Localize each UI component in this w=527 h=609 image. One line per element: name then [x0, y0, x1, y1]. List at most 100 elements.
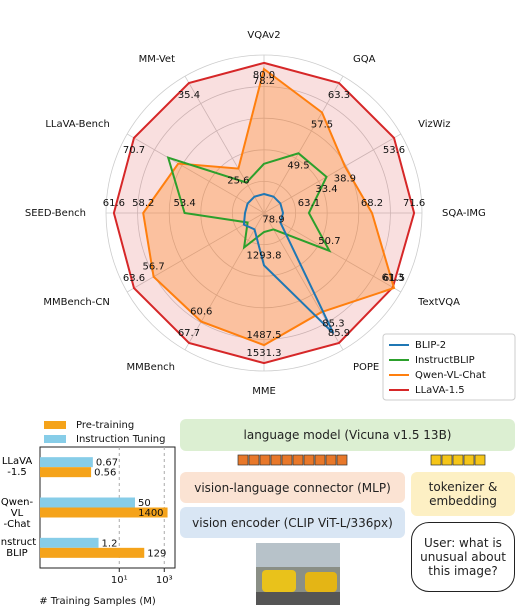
encoder-box: vision encoder (CLIP ViT-L/336px): [180, 507, 405, 538]
value-label: 70.7: [123, 145, 145, 156]
legend-box: [382, 333, 516, 401]
axis-label: MME: [252, 386, 276, 397]
axis-label: VQAv2: [247, 30, 280, 41]
spoke: [263, 212, 402, 293]
visual-token: [336, 454, 348, 466]
value-label: 129: [147, 548, 166, 559]
value-label: 35.4: [178, 90, 200, 101]
value-label: 56.7: [143, 262, 165, 273]
value-label: 67.7: [178, 328, 200, 339]
axis-label: MMBench-CN: [43, 297, 110, 308]
x-tick-label: 10³: [156, 575, 173, 586]
text-token: [430, 454, 442, 466]
legend-swatch: [44, 435, 66, 443]
value-label: 50.7: [318, 236, 340, 247]
visual-token: [248, 454, 260, 466]
visual-token: [292, 454, 304, 466]
value-label: 78.9: [262, 214, 284, 225]
text-token: [474, 454, 486, 466]
spoke: [126, 133, 265, 214]
value-label: 49.5: [287, 160, 309, 171]
axis-label: VizWiz: [418, 119, 450, 130]
visual-token: [314, 454, 326, 466]
bar: [40, 537, 99, 548]
legend-label: Qwen-VL-Chat: [415, 370, 486, 381]
value-label: 1.2: [102, 538, 118, 549]
bar: [40, 497, 135, 508]
legend-label: Instruction Tuning: [76, 434, 165, 445]
bar: [40, 547, 145, 558]
photo-taxi: [305, 572, 337, 592]
value-label: 61.5: [383, 273, 405, 284]
y-tick-label: LLaVA -1.5: [1, 456, 33, 479]
visual-token: [281, 454, 293, 466]
value-label: 0.56: [94, 468, 116, 479]
axis-label: SEED-Bench: [25, 208, 86, 219]
text-token: [452, 454, 464, 466]
value-label: 58.2: [132, 198, 154, 209]
photo-taxi: [262, 570, 296, 592]
axis-label: LLaVA-Bench: [45, 119, 110, 130]
bar: [40, 457, 93, 468]
spoke: [263, 75, 344, 214]
spoke: [184, 212, 265, 351]
visual-token: [325, 454, 337, 466]
spoke: [184, 75, 265, 214]
visual-token: [259, 454, 271, 466]
value-label: 78.2: [253, 76, 275, 87]
user-bubble: User: what is unusual about this image?: [411, 522, 515, 592]
legend-label: Pre-training: [76, 420, 134, 431]
value-label: 71.6: [403, 198, 425, 209]
value-label: 0.67: [96, 458, 118, 469]
value-label: 38.9: [334, 173, 356, 184]
visual-token: [270, 454, 282, 466]
axis-label: GQA: [353, 54, 376, 65]
value-label: 33.4: [315, 184, 337, 195]
value-label: 53.4: [174, 198, 196, 209]
bar: [40, 467, 92, 478]
connector-box: vision-language connector (MLP): [180, 472, 405, 503]
series-polygon: [112, 61, 416, 365]
value-label: 57.5: [311, 120, 333, 131]
axis-label: MMBench: [127, 362, 175, 373]
axis-label: TextVQA: [417, 297, 460, 308]
y-tick-label: Instruct BLIP: [0, 536, 37, 559]
value-label: 1293.8: [247, 250, 282, 261]
x-axis-label: # Training Samples (M): [39, 596, 156, 607]
text-token: [463, 454, 475, 466]
photo-sky: [256, 543, 340, 567]
x-tick-label: 10¹: [111, 575, 128, 586]
legend-label: InstructBLIP: [415, 355, 475, 366]
y-tick-label: Qwen-VL -Chat: [0, 496, 34, 530]
value-label: 61.6: [103, 198, 125, 209]
language-model-box: language model (Vicuna v1.5 13B): [180, 419, 515, 451]
spoke: [126, 212, 265, 293]
text-token: [441, 454, 453, 466]
value-label: 1487.5: [247, 330, 282, 341]
tokenizer-box: tokenizer & embedding: [411, 472, 515, 516]
value-label: 85.3: [322, 318, 344, 329]
axis-label: SQA-IMG: [442, 208, 486, 219]
axis-label: MM-Vet: [139, 54, 175, 65]
value-label: 53.6: [383, 145, 405, 156]
visual-token: [237, 454, 249, 466]
value-label: 25.6: [227, 176, 249, 187]
photo-road: [256, 592, 340, 605]
series-polygon: [166, 152, 332, 253]
legend-swatch: [44, 421, 66, 429]
series-polygon: [142, 67, 396, 347]
legend-label: LLaVA-1.5: [415, 385, 465, 396]
value-label: 61.3: [382, 272, 404, 283]
visual-token: [303, 454, 315, 466]
axis-label: POPE: [353, 362, 379, 373]
value-label: 1400: [138, 508, 163, 519]
series-polygon: [242, 192, 335, 335]
value-label: 80.0: [253, 70, 275, 81]
value-label: 60.6: [190, 307, 212, 318]
value-label: 63.1: [298, 198, 320, 209]
bar: [40, 507, 168, 518]
legend-label: BLIP-2: [415, 340, 446, 351]
value-label: 63.6: [123, 273, 145, 284]
